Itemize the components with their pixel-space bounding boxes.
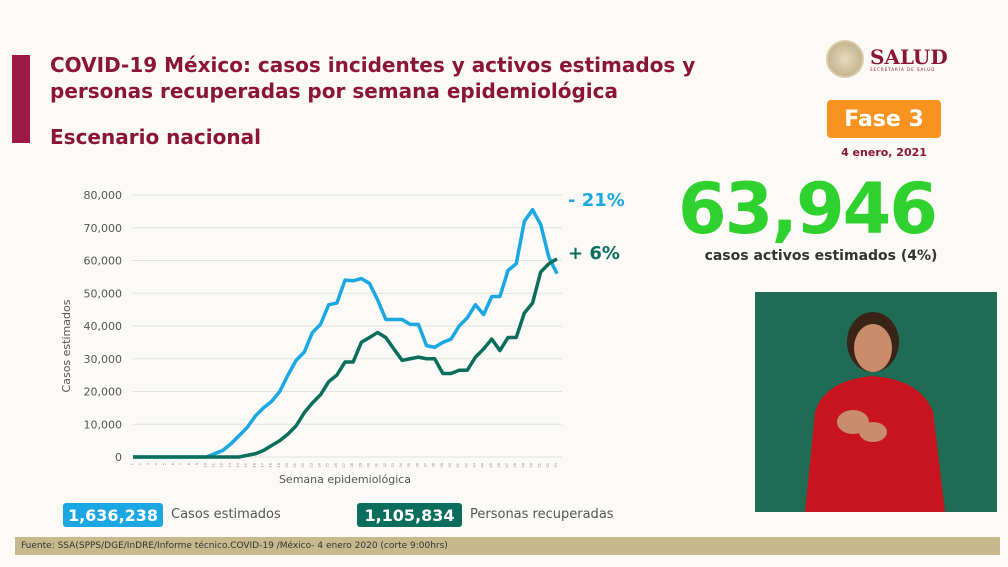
y-tick-label: 0 (115, 451, 122, 464)
x-tick-label: 26 (334, 463, 338, 467)
date: 4 enero, 2021 (841, 146, 927, 159)
salud-logo: SALUD SECRETARÍA DE SALUD (826, 40, 948, 78)
x-tick-label: 40 (448, 463, 452, 467)
seal-icon (826, 40, 864, 78)
x-tick-label: 32 (383, 463, 387, 467)
x-tick-label: 18 (269, 463, 273, 467)
x-tick-label: 20 (285, 463, 289, 467)
x-tick-label: 17 (260, 463, 264, 467)
x-tick-label: 9 (195, 463, 199, 465)
x-tick-label: 14 (236, 462, 240, 467)
x-tick-label: 6 (171, 463, 175, 465)
x-tick-label: 53 (554, 463, 558, 467)
y-tick-label: 80,000 (84, 189, 123, 202)
x-tick-label: 2 (138, 463, 142, 465)
series-line-1 (133, 207, 559, 459)
x-tick-label: 4 (154, 462, 158, 465)
x-axis-label: Semana epidemiológica (279, 473, 411, 486)
x-tick-label: 38 (432, 463, 436, 467)
accent-bar (12, 55, 30, 143)
x-tick-label: 46 (497, 463, 501, 467)
y-axis-label: Casos estimados (60, 299, 73, 392)
legend-recovered-value: 1,105,834 (357, 503, 462, 527)
legend-recovered-label: Personas recuperadas (470, 507, 614, 522)
y-tick-label: 30,000 (84, 353, 123, 366)
x-tick-label: 37 (424, 463, 428, 467)
page-subtitle: Escenario nacional (50, 125, 261, 149)
x-tick-label: 15 (244, 463, 248, 467)
y-tick-label: 60,000 (84, 255, 123, 268)
x-tick-label: 1 (130, 463, 134, 465)
x-tick-label: 45 (489, 463, 493, 467)
phase-badge: Fase 3 (827, 100, 941, 138)
x-tick-label: 39 (440, 463, 444, 467)
legend-cases-label: Casos estimados (171, 507, 281, 522)
legend-cases-value: 1,636,238 (63, 503, 163, 527)
x-tick-label: 30 (366, 463, 370, 467)
sign-language-interpreter-video (755, 292, 997, 512)
x-tick-label: 52 (546, 463, 550, 467)
chart: 0 10,000 20,000 30,000 40,000 50,000 60,000 70,… (60, 189, 625, 486)
x-tick-label: 35 (407, 463, 411, 467)
x-tick-label: 21 (293, 463, 297, 467)
x-tick-label: 16 (252, 463, 256, 467)
x-tick-label: 22 (301, 463, 305, 467)
x-tick-label: 47 (505, 463, 509, 467)
active-cases-value: 63,946 (677, 168, 938, 250)
y-tick-label: 70,000 (84, 222, 123, 235)
y-tick-label: 40,000 (84, 320, 123, 333)
page-title: COVID-19 México: casos incidentes y acti… (50, 53, 696, 103)
y-tick-label: 50,000 (84, 287, 123, 300)
x-tick-label: 49 (521, 463, 525, 467)
series-line-2 (133, 257, 558, 459)
x-tick-label: 31 (375, 463, 379, 467)
x-tick-label: 36 (415, 463, 419, 467)
x-tick-label: 12 (220, 463, 224, 467)
x-tick-label: 28 (350, 463, 354, 467)
logo-sub: SECRETARÍA DE SALUD (870, 66, 936, 72)
x-tick-label: 25 (326, 463, 330, 467)
x-tick-label: 44 (481, 462, 485, 467)
x-tick-label: 51 (538, 463, 542, 467)
x-tick-label: 34 (399, 462, 403, 467)
x-tick-label: 13 (228, 463, 232, 467)
x-tick-label: 43 (472, 463, 476, 467)
x-tick-label: 5 (163, 463, 167, 465)
x-tick-label: 27 (342, 463, 346, 467)
x-tick-label: 19 (277, 463, 281, 467)
logo-name: SALUD (870, 44, 948, 69)
x-tick-label: 41 (456, 463, 460, 467)
x-tick-label: 29 (358, 463, 362, 467)
x-tick-label: 24 (318, 462, 322, 467)
x-tick-label: 50 (530, 463, 534, 467)
series-annotation: - 21% (568, 190, 625, 211)
y-tick-label: 10,000 (84, 418, 123, 431)
series-annotation: + 6% (568, 243, 620, 264)
x-tick-label: 7 (179, 463, 183, 465)
x-tick-label: 8 (187, 463, 191, 465)
y-tick-label: 20,000 (84, 386, 123, 399)
x-tick-label: 3 (146, 463, 150, 465)
source-footer: Fuente: SSA(SPPS/DGE/InDRE/Informe técni… (15, 537, 1000, 555)
x-tick-label: 11 (212, 463, 216, 467)
x-tick-label: 33 (391, 463, 395, 467)
x-tick-label: 48 (513, 463, 517, 467)
x-tick-label: 10 (203, 463, 207, 467)
active-cases-label: casos activos estimados (4%) (704, 248, 938, 264)
x-tick-label: 42 (464, 463, 468, 467)
x-tick-label: 23 (309, 463, 313, 467)
